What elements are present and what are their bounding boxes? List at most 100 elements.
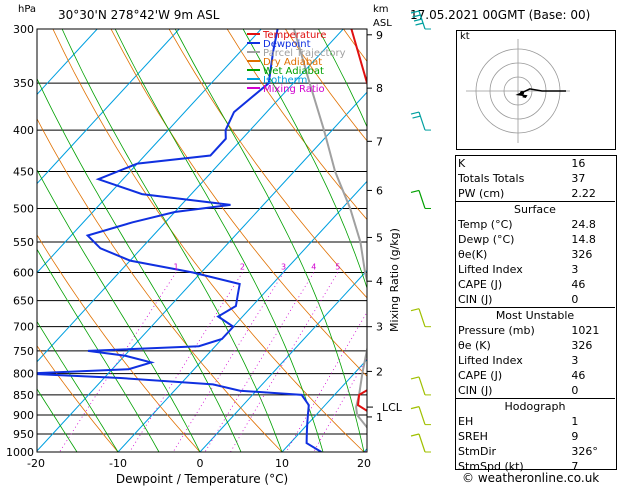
temp-tick-label: -20 xyxy=(27,457,45,470)
stats-value: 2.22 xyxy=(571,187,596,200)
dry-adiabat-line xyxy=(37,234,201,452)
km-tick-label: 6 xyxy=(376,184,383,197)
legend-label: Isotherm xyxy=(263,75,307,86)
isotherm-line xyxy=(281,358,367,452)
pressure-tick-label: 1000 xyxy=(6,446,34,459)
km-tick-label: 7 xyxy=(376,135,383,148)
stats-label: StmDir xyxy=(458,445,497,458)
wind-barb xyxy=(410,308,426,327)
stats-label: SREH xyxy=(458,430,488,443)
stats-label: StmSpd (kt) xyxy=(458,460,524,473)
datetime-title: 17.05.2021 00GMT (Base: 00) xyxy=(410,8,591,22)
legend-label: Temperature xyxy=(262,30,326,41)
wet-adiabat-line xyxy=(37,388,78,452)
km-tick-label: 9 xyxy=(376,29,383,42)
mixing-ratio-value-label: 5 xyxy=(335,263,340,272)
mixing-ratio-value-label: 1 xyxy=(174,263,179,272)
stats-label: Lifted Index xyxy=(458,354,523,367)
mixing-ratio-line xyxy=(59,272,177,452)
pressure-tick-label: 800 xyxy=(13,368,34,381)
hodograph-box: kt xyxy=(456,30,616,150)
km-label: km xyxy=(373,4,389,15)
stats-label: K xyxy=(458,157,466,170)
stats-value: 0 xyxy=(571,384,579,397)
mixing-ratio-line xyxy=(364,447,367,452)
stats-label: θe(K) xyxy=(458,248,488,261)
mixing-ratio-line xyxy=(230,272,339,452)
stats-value: 0 xyxy=(571,293,579,306)
stats-label: EH xyxy=(458,415,474,428)
pressure-tick-label: 650 xyxy=(13,295,34,308)
most-unstable-section-title: Most Unstable xyxy=(455,307,615,323)
dry-adiabat-line xyxy=(37,345,119,452)
pressure-tick-label: 700 xyxy=(13,321,34,334)
temp-tick-label: 10 xyxy=(275,457,289,470)
stats-value: 46 xyxy=(571,278,586,291)
dry-adiabat-line xyxy=(168,29,367,299)
stats-row-totals: Totals Totals 37 xyxy=(455,171,615,186)
plot-area xyxy=(37,29,367,452)
stats-row-k: K 16 xyxy=(455,156,615,171)
wind-barb xyxy=(410,10,426,30)
mixing-ratio-line xyxy=(204,272,315,452)
hodograph-trace xyxy=(515,88,566,99)
hodograph-section-title: Hodograph xyxy=(455,398,615,414)
wind-barb xyxy=(410,189,426,209)
stats-value: 24.8 xyxy=(571,218,596,231)
temp-tick-label: 20 xyxy=(357,457,371,470)
stats-label: Pressure (mb) xyxy=(458,324,535,337)
surface-section-title: Surface xyxy=(455,201,615,217)
stats-label: CIN (J) xyxy=(458,384,493,397)
pressure-tick-label: 600 xyxy=(13,267,34,280)
mixing-ratio-value-label: 4 xyxy=(311,263,316,272)
stats-value: 326 xyxy=(571,248,593,261)
isotherm-line xyxy=(117,180,367,452)
km-tick-label: 4 xyxy=(376,275,383,288)
stats-label: CAPE (J) xyxy=(458,369,503,382)
stats-value: 16 xyxy=(571,157,586,170)
mixing-ratio-value-label: 3 xyxy=(281,263,286,272)
stats-value: 1021 xyxy=(571,324,600,337)
mixing-ratio-line xyxy=(313,356,367,452)
pressure-tick-label: 550 xyxy=(13,236,34,249)
stats-label: θe (K) xyxy=(458,339,491,352)
stats-value: 326° xyxy=(571,445,598,458)
lcl-label: LCL xyxy=(382,401,403,414)
stats-label: PW (cm) xyxy=(458,187,505,200)
stats-label: Temp (°C) xyxy=(458,218,513,231)
km-tick-label: 1 xyxy=(376,411,383,424)
wet-adiabat-line xyxy=(37,320,119,452)
wet-adiabat-line xyxy=(174,29,365,452)
wind-barb xyxy=(410,406,426,425)
mixing-ratio-axis-label: Mixing Ratio (g/kg) xyxy=(388,228,401,332)
pressure-tick-label: 900 xyxy=(13,409,34,422)
temp-tick-label: -10 xyxy=(109,457,127,470)
wet-adiabat-line xyxy=(242,29,367,290)
stats-value: 7 xyxy=(571,460,579,473)
legend-label: Dewpoint xyxy=(263,39,311,50)
stats-row-pw: PW (cm) 2.22 xyxy=(455,186,615,202)
temp-tick-label: 0 xyxy=(197,457,204,470)
km-tick-label: 8 xyxy=(376,82,383,95)
plot-frame xyxy=(36,28,368,453)
wet-adiabat-line xyxy=(37,248,160,452)
isotherm-line xyxy=(199,269,367,452)
pressure-tick-label: 450 xyxy=(13,165,34,178)
parcel-trajectory-line xyxy=(293,29,367,429)
stats-label: Dewp (°C) xyxy=(458,233,515,246)
mixing-ratio-line xyxy=(285,311,367,452)
km-tick-label: 5 xyxy=(376,231,383,244)
stats-value: 3 xyxy=(571,354,579,367)
stats-label: CAPE (J) xyxy=(458,278,503,291)
stats-label: Totals Totals xyxy=(458,172,525,185)
pressure-tick-label: 300 xyxy=(13,23,34,36)
hodograph-plot xyxy=(466,39,570,143)
legend-label: Parcel Trajectory xyxy=(263,48,346,59)
hodograph-storm-marker xyxy=(520,91,524,95)
stats-value: 14.8 xyxy=(571,233,596,246)
dry-adiabat-line xyxy=(52,29,365,452)
mixing-ratio-line xyxy=(172,272,284,452)
isotherm-line xyxy=(37,29,180,185)
legend-label: Mixing Ratio xyxy=(263,84,325,95)
